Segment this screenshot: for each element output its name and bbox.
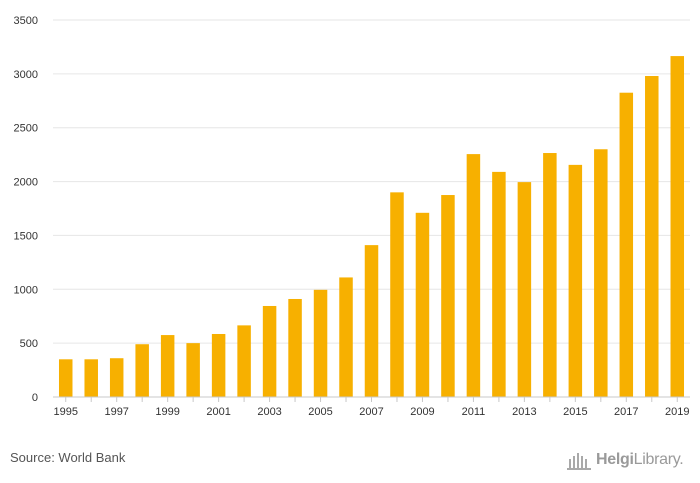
bar-2016 [594,149,608,397]
x-tick-label: 2019 [665,406,689,418]
bar-2018 [645,76,659,398]
bar-2015 [568,164,583,397]
y-tick-label: 2500 [14,123,38,135]
bar-2009 [415,212,430,397]
bar-1996 [84,359,98,397]
y-tick-label: 3500 [14,15,38,27]
x-tick-label: 2001 [206,406,230,418]
bar-2005 [313,289,328,397]
y-tick-label: 3000 [14,69,38,81]
x-tick-label: 1995 [53,406,77,418]
bar-2000 [186,343,200,397]
bar-1997 [109,358,124,397]
bar-2014 [543,153,557,397]
x-axis-ticks: 1995 1997 1999 2001 2003 2005 2007 2009 2011 2013… [53,397,690,418]
y-tick-label: 500 [20,338,38,350]
x-tick-label: 2005 [308,406,332,418]
logo-text-light: Library. [633,451,684,468]
y-tick-label: 1500 [14,230,38,242]
bar-2007 [364,245,379,397]
bar-2012 [492,171,506,397]
helgi-library-logo: HelgiLibrary. [566,447,684,473]
bar-2006 [339,277,353,397]
x-tick-label: 2013 [512,406,536,418]
bars [58,56,685,398]
bar-2017 [619,92,634,397]
bar-2008 [390,192,404,397]
x-tick-label: 2011 [462,406,486,418]
x-tick-label: 2017 [614,406,638,418]
x-tick-label: 2015 [563,406,587,418]
x-tick-label: 1999 [155,406,179,418]
bar-2019 [670,56,685,397]
y-tick-label: 2000 [14,177,38,189]
bar-2010 [441,195,455,397]
y-tick-label: 0 [32,392,38,404]
bar-1995 [58,359,73,397]
library-building-icon [567,453,591,470]
bar-1998 [135,344,149,397]
bar-2002 [237,325,251,397]
x-tick-label: 2009 [410,406,434,418]
x-tick-label: 2007 [359,406,383,418]
bar-1999 [160,335,175,397]
bar-2004 [288,298,302,397]
x-tick-label: 1997 [104,406,128,418]
bar-2001 [211,333,226,397]
source-note: Source: World Bank [10,450,126,465]
x-tick-label: 2003 [257,406,281,418]
y-tick-label: 1000 [14,284,38,296]
bar-2011 [466,154,481,397]
logo-text-bold: Helgi [596,451,634,468]
bar-2013 [517,182,532,397]
bar-2003 [262,305,277,397]
y-axis-ticks: 0 500 1000 1500 2000 2500 3000 3500 [14,15,38,404]
grid-lines [53,19,690,344]
